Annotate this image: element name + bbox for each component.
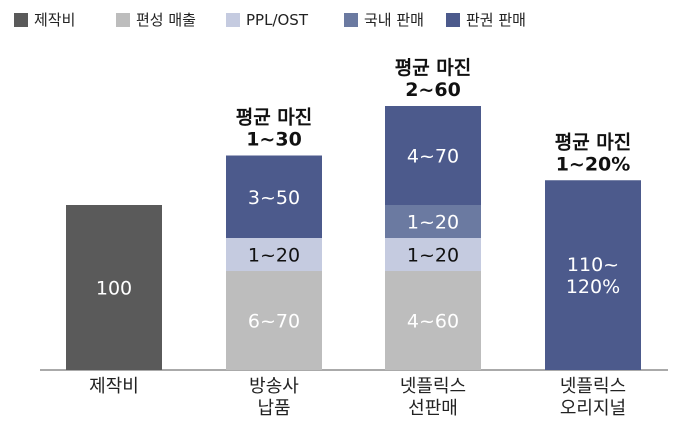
category-label: 방송사 — [249, 376, 299, 397]
category-label: 제작비 — [89, 376, 139, 397]
margin-annotation: 1~20% — [556, 153, 631, 175]
bar-segment — [385, 205, 481, 238]
legend-swatch — [446, 13, 460, 27]
legend-label: 편성 매출 — [136, 11, 196, 29]
legend-item: PPL/OST — [226, 11, 309, 29]
legend-label: 제작비 — [34, 11, 75, 29]
category-label: 넷플릭스 — [560, 376, 626, 397]
legend-item: 판권 판매 — [446, 11, 526, 29]
legend-swatch — [116, 13, 130, 27]
bar-stack: 4~60 1~20 1~20 4~70 — [385, 106, 481, 370]
legend-label: 판권 판매 — [466, 11, 526, 29]
bar-segment-label: 110~ — [567, 254, 619, 276]
bar-stack: 100 — [66, 205, 162, 370]
bar-segment-label: 3~50 — [248, 187, 300, 209]
legend-item: 국내 판매 — [344, 11, 424, 29]
category-label: 납품 — [257, 398, 290, 419]
bar-segment — [226, 155, 322, 238]
legend-item: 제작비 — [14, 11, 75, 29]
bar-segment-label: 100 — [96, 278, 132, 300]
legend-item: 편성 매출 — [116, 11, 196, 29]
bar-segment-label: 4~70 — [407, 146, 459, 168]
bar-stack: 6~70 1~20 3~50 — [226, 155, 322, 370]
margin-annotation: 평균 마진 — [395, 57, 472, 79]
bar-segment — [226, 271, 322, 370]
legend-swatch — [14, 13, 28, 27]
bar-segment-label: 120% — [566, 276, 620, 298]
bar-segment-label: 1~20 — [407, 212, 459, 234]
margin-annotation: 2~60 — [405, 79, 461, 101]
category-label: 선판매 — [408, 398, 458, 419]
bar-segment-label: 6~70 — [248, 311, 300, 333]
bar-segment — [226, 238, 322, 271]
bar-segment — [385, 106, 481, 205]
bar-stack: 110~120% — [545, 180, 641, 370]
bar-segment-label: 4~60 — [407, 311, 459, 333]
bar-segment — [385, 238, 481, 271]
category-label: 넷플릭스 — [400, 376, 466, 397]
margin-annotation: 평균 마진 — [555, 131, 632, 153]
bar-segment — [545, 180, 641, 370]
legend-label: 국내 판매 — [364, 11, 424, 29]
legend-swatch — [226, 13, 240, 27]
legend-label: PPL/OST — [246, 11, 309, 29]
bar-segment — [66, 205, 162, 370]
category-label: 오리지널 — [560, 398, 626, 419]
margin-annotation: 평균 마진 — [236, 107, 313, 129]
bar-segment — [385, 271, 481, 370]
bar-segment-label: 1~20 — [407, 245, 459, 267]
margin-annotation: 1~30 — [246, 129, 302, 151]
bar-segment-label: 1~20 — [248, 245, 300, 267]
legend-swatch — [344, 13, 358, 27]
